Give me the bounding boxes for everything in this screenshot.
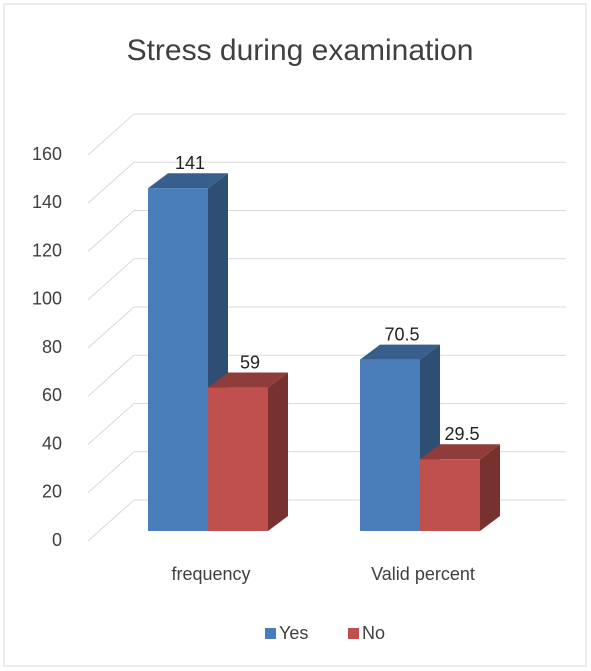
legend-label: Yes — [279, 623, 308, 643]
chart-border — [3, 3, 587, 667]
y-tick-label: 60 — [42, 385, 62, 405]
bar-top — [148, 173, 228, 189]
grid-line-side — [87, 451, 135, 494]
grid-line-side — [87, 113, 135, 156]
grid-line-side — [87, 499, 135, 542]
y-tick-label: 0 — [52, 530, 62, 550]
grid-line-side — [87, 161, 135, 204]
bar-side — [268, 372, 288, 531]
grid-line-side — [87, 403, 135, 445]
legend-swatch — [348, 628, 359, 639]
grid-line-side — [87, 210, 135, 252]
bar — [148, 188, 208, 531]
y-tick-label: 100 — [32, 289, 62, 309]
bar — [360, 359, 420, 531]
data-label: 59 — [240, 352, 260, 372]
y-tick-label: 40 — [42, 433, 62, 453]
y-tick-label: 120 — [32, 240, 62, 260]
bar-top — [360, 344, 440, 360]
data-label: 70.5 — [384, 324, 419, 344]
legend-swatch — [265, 628, 276, 639]
bar-top — [420, 444, 500, 460]
bar — [208, 387, 268, 531]
y-tick-label: 160 — [32, 144, 62, 164]
x-tick-label: Valid percent — [371, 564, 475, 584]
grid-line-side — [87, 354, 135, 397]
data-label: 141 — [175, 153, 205, 173]
chart-title: Stress during examination — [127, 34, 474, 67]
bar — [420, 459, 480, 531]
bar-top — [208, 372, 288, 388]
data-label: 29.5 — [444, 424, 479, 444]
grid-line-side — [87, 258, 135, 301]
y-tick-label: 20 — [42, 482, 62, 502]
y-tick-label: 140 — [32, 192, 62, 212]
y-tick-label: 80 — [42, 337, 62, 357]
x-tick-label: frequency — [171, 564, 250, 584]
bar-side — [480, 444, 500, 531]
grid-line-side — [87, 306, 135, 349]
legend-label: No — [362, 623, 385, 643]
